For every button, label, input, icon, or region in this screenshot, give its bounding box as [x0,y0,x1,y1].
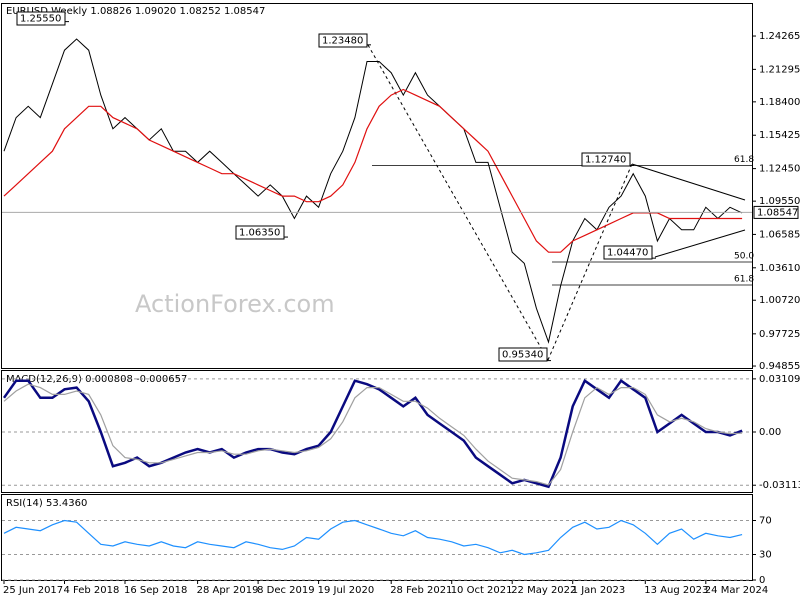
y-tick-label: 0.031092 [759,374,800,385]
annotation-label: 0.95340 [502,350,543,361]
x-tick-label: 10 Oct 2021 [451,585,513,596]
y-tick-label: 0.00 [759,427,781,438]
macd-panel [1,370,753,493]
x-tick-label: 1 Jan 2023 [572,585,626,596]
x-tick-label: 22 May 2022 [511,585,576,596]
x-tick-label: 19 Jul 2020 [318,585,375,596]
price-title: EURUSD,Weekly 1.08826 1.09020 1.08252 1.… [6,6,265,17]
x-tick-label: 28 Apr 2019 [197,585,259,596]
y-tick-label: 1.12450 [759,164,800,175]
x-tick-label: 25 Jun 2017 [3,585,63,596]
annotation-label: 1.12740 [585,155,626,166]
x-tick-label: 28 Feb 2021 [390,585,452,596]
price-panel [1,3,753,369]
triangle-line [654,229,746,258]
annotation-label: 1.25550 [20,14,61,25]
series-line [3,88,743,253]
series-line [3,519,743,556]
annotation-box [498,347,548,362]
last-price-box [753,205,799,219]
fib-label: 61.8 [734,274,754,284]
y-tick-label: 1.24265 [759,31,800,42]
y-tick-label: 70 [759,516,772,527]
series-line [3,383,743,486]
y-tick-label: 1.00720 [759,295,800,306]
x-tick-label: 4 Feb 2018 [64,585,120,596]
y-tick-label: 0 [759,575,765,586]
fib-label: 61.8 [734,155,754,165]
annotation-box [603,245,653,260]
trend-line [367,44,549,361]
annotation-box [235,225,285,240]
annotation-box [16,11,66,26]
y-tick-label: 30 [759,550,772,561]
annotation-box [318,33,368,48]
watermark: ActionForex.com [135,290,335,318]
last-price-label: 1.08547 [757,207,798,218]
y-tick-label: -0.031134 [759,480,800,491]
series-line [3,38,743,344]
y-tick-label: 1.09550 [759,196,800,207]
y-tick-label: 0.97725 [759,329,800,340]
series-line [2,378,743,489]
triangle-line [631,163,746,201]
x-tick-label: 24 Mar 2024 [705,585,768,596]
rsi-title: RSI(14) 53.4360 [6,498,87,509]
x-tick-label: 13 Aug 2023 [644,585,708,596]
y-tick-label: 1.06585 [759,229,800,240]
y-tick-label: 1.03610 [759,263,800,274]
macd-title: MACD(12,26,9) 0.000808 -0.000657 [6,374,187,385]
y-tick-label: 1.18400 [759,97,800,108]
fib-label: 50.0 [734,251,754,261]
annotation-box [581,152,631,167]
y-tick-label: 0.94855 [759,361,800,372]
annotation-label: 1.06350 [239,228,280,239]
y-tick-label: 1.15425 [759,130,800,141]
x-tick-label: 8 Dec 2019 [257,585,315,596]
annotation-label: 1.23480 [322,36,363,47]
y-tick-label: 1.21295 [759,64,800,75]
annotation-label: 1.04470 [607,248,648,259]
x-tick-label: 16 Sep 2018 [124,585,187,596]
